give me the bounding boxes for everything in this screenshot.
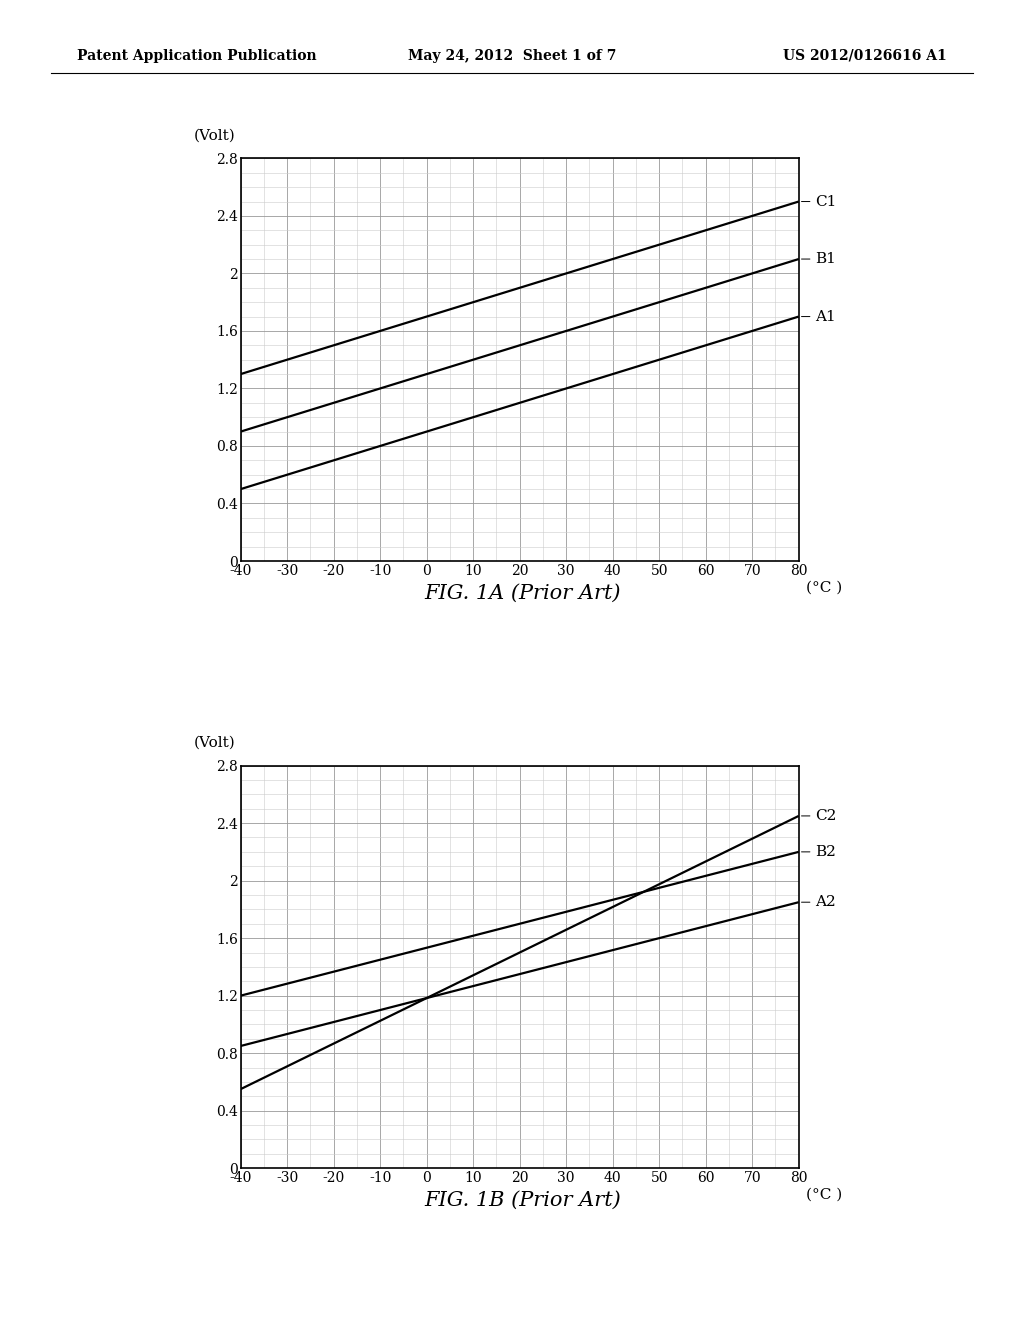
Text: US 2012/0126616 A1: US 2012/0126616 A1: [783, 49, 947, 63]
Text: FIG. 1A (Prior Art): FIG. 1A (Prior Art): [424, 583, 621, 602]
Text: (Volt): (Volt): [194, 128, 236, 143]
Text: C1: C1: [815, 194, 837, 209]
Text: (°C ): (°C ): [806, 1188, 842, 1201]
Text: B2: B2: [815, 845, 836, 859]
Text: (°C ): (°C ): [806, 581, 842, 594]
Text: A1: A1: [815, 310, 836, 323]
Text: C2: C2: [815, 809, 837, 822]
Text: (Volt): (Volt): [194, 735, 236, 750]
Text: Patent Application Publication: Patent Application Publication: [77, 49, 316, 63]
Text: B1: B1: [815, 252, 836, 267]
Text: A2: A2: [815, 895, 836, 909]
Text: May 24, 2012  Sheet 1 of 7: May 24, 2012 Sheet 1 of 7: [408, 49, 616, 63]
Text: FIG. 1B (Prior Art): FIG. 1B (Prior Art): [424, 1191, 621, 1209]
